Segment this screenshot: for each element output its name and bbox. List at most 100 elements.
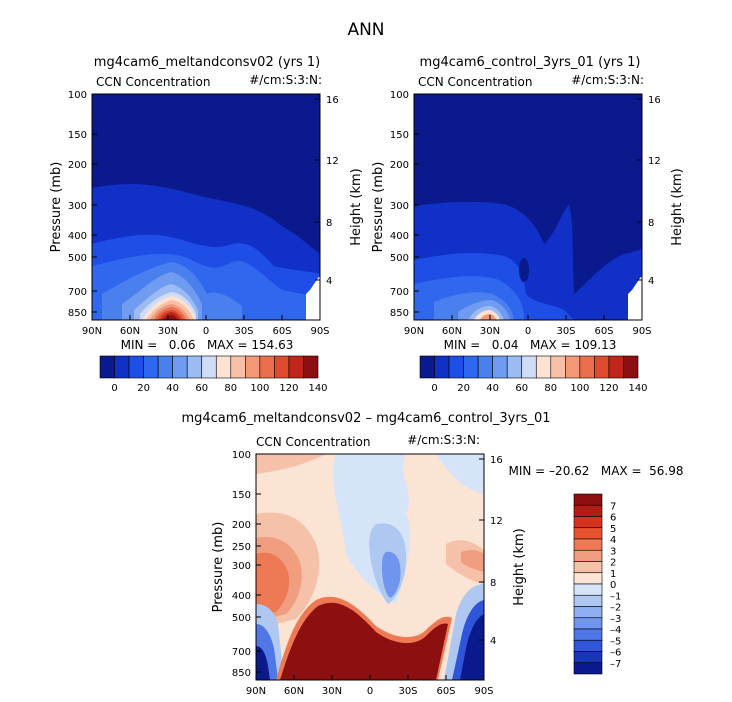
panel-3-y-label-right: Height (km) [512, 528, 527, 605]
y-tick-label: 200 [232, 520, 251, 531]
colorbar-swatch [288, 355, 304, 379]
x-tick-label: 60S [272, 326, 291, 337]
colorbar-label: 40 [486, 383, 499, 394]
x-tick-label: 60N [284, 686, 304, 697]
x-tick-label: 90N [404, 326, 424, 337]
y-tick-label: 850 [68, 308, 87, 319]
panel-2-fill-level-160 [480, 314, 496, 320]
colorbar-swatch [573, 572, 603, 585]
y-right-tick-label: 12 [326, 156, 339, 167]
panel-3-y-label: Pressure (mb) [211, 522, 226, 613]
colorbar-swatch [448, 355, 464, 379]
panel-3-fill-level-neg7-se [460, 614, 484, 680]
panel-3-y-axis-right: 16 12 8 4 [479, 455, 503, 647]
panel-3-fill-level-3-west [256, 552, 290, 616]
y-right-tick-label: 12 [490, 516, 503, 527]
panel-2-y-label-right: Height (km) [670, 168, 685, 245]
x-tick-label: 30S [556, 326, 575, 337]
colorbar-label: 140 [628, 383, 647, 394]
x-tick-label: 30S [234, 326, 253, 337]
colorbar-swatch [157, 355, 173, 379]
x-tick-label: 60N [442, 326, 462, 337]
panel-1-title: mg4cam6_meltandconsv02 (yrs 1) [94, 55, 320, 70]
colorbar-swatch [303, 355, 319, 379]
panel-3-x-axis: 90N 60N 30N 0 30S 60S 90S [246, 675, 494, 697]
y-right-tick-label: 16 [490, 455, 503, 466]
colorbar-label: –7 [610, 659, 621, 670]
colorbar-swatch [573, 493, 603, 506]
panel-3-title: mg4cam6_meltandconsv02 – mg4cam6_control… [181, 411, 550, 426]
panel-2-subtitle-left: CCN Concentration [418, 75, 532, 89]
y-right-tick-label: 16 [326, 95, 339, 106]
colorbar-label: –2 [610, 603, 621, 614]
panel-2-subtitle-right: #/cm:S:3:N: [571, 73, 644, 87]
x-tick-label: 90N [246, 686, 266, 697]
panel-2-y-axis-right: 16 12 8 4 [637, 95, 661, 287]
y-tick-label: 150 [232, 490, 251, 501]
colorbar-label: 20 [137, 383, 150, 394]
y-right-tick-label: 4 [648, 276, 654, 287]
y-tick-label: 400 [232, 591, 251, 602]
y-tick-label: 300 [390, 201, 409, 212]
panel-2-plot-area: 90N 60N 30N 0 30S 60S 90S 100 150 200 300 400 500 70… [390, 90, 661, 337]
colorbar-swatch [434, 355, 450, 379]
panel-3-fill-level-neg1-ne [436, 454, 484, 494]
colorbar-swatch [274, 355, 290, 379]
panel-2-title: mg4cam6_control_3yrs_01 (yrs 1) [420, 55, 641, 70]
panel-3-subtitle-left: CCN Concentration [256, 435, 370, 449]
x-tick-label: 0 [525, 326, 531, 337]
x-tick-label: 30N [480, 326, 500, 337]
x-tick-label: 90N [82, 326, 102, 337]
panel-1-y-axis-right: 16 12 8 4 [315, 95, 339, 287]
colorbar-swatch [573, 628, 603, 641]
colorbar-swatch [114, 355, 130, 379]
colorbar-swatch [573, 606, 603, 619]
colorbar-swatch [492, 355, 508, 379]
colorbar-swatch [565, 355, 581, 379]
panel-control: mg4cam6_control_3yrs_01 (yrs 1) CCN Conc… [371, 55, 685, 394]
y-right-tick-label: 8 [648, 218, 654, 229]
colorbar-label: 7 [610, 501, 616, 512]
colorbar-label: –4 [610, 625, 621, 636]
x-tick-label: 60S [594, 326, 613, 337]
y-right-tick-label: 12 [648, 156, 661, 167]
y-tick-label: 500 [390, 253, 409, 264]
colorbar-label: 20 [457, 383, 470, 394]
colorbar-swatch [623, 355, 639, 379]
colorbar-swatch [579, 355, 595, 379]
y-tick-label: 200 [390, 160, 409, 171]
colorbar-swatch [573, 594, 603, 607]
colorbar-label: 120 [279, 383, 298, 394]
colorbar-label: 100 [250, 383, 269, 394]
colorbar-swatch [186, 355, 203, 379]
panel-1-fill-level-280 [163, 315, 178, 320]
panel-2-topography-mask [628, 276, 642, 320]
panel-3-fill-level-1-nw [256, 454, 326, 474]
panel-3-min-max: MIN = –20.62 MAX = 56.98 [509, 464, 684, 478]
colorbar-label: 40 [166, 383, 179, 394]
colorbar-swatch [128, 355, 144, 379]
colorbar-swatch [573, 651, 603, 664]
y-right-tick-label: 4 [326, 276, 332, 287]
y-tick-label: 100 [390, 90, 409, 101]
x-tick-label: 90S [632, 326, 651, 337]
panel-3-fill-level-2-east [461, 549, 484, 572]
colorbar-swatch [608, 355, 624, 379]
y-tick-label: 400 [68, 231, 87, 242]
panel-1-x-axis: 90N 60N 30N 0 30S 60S 90S [82, 315, 330, 337]
y-tick-label: 850 [232, 668, 251, 679]
colorbar-swatch [419, 355, 435, 379]
colorbar-label: 80 [544, 383, 557, 394]
x-tick-label: 0 [367, 686, 373, 697]
colorbar-label: 2 [610, 558, 616, 569]
y-tick-label: 100 [68, 90, 87, 101]
y-tick-label: 400 [390, 231, 409, 242]
y-tick-label: 200 [68, 160, 87, 171]
colorbar-swatch [259, 355, 275, 379]
panel-2-fill-low-patch [519, 258, 529, 282]
colorbar-swatch [201, 355, 217, 379]
colorbar-swatch [521, 355, 537, 379]
colorbar-swatch [99, 355, 115, 379]
figure-title: ANN [347, 20, 384, 40]
